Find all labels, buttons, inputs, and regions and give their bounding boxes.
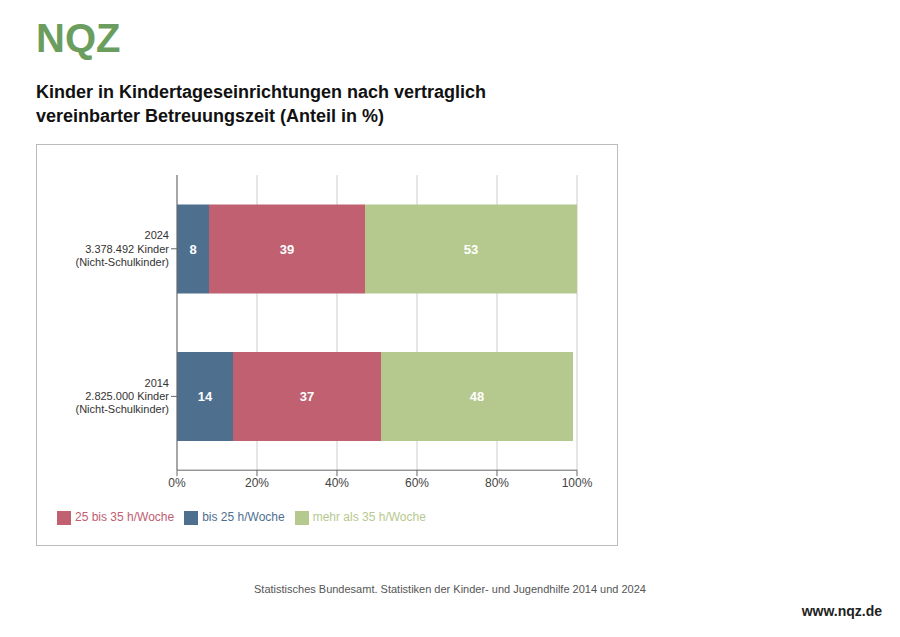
svg-text:48: 48 (470, 389, 484, 404)
svg-text:20%: 20% (245, 476, 269, 490)
svg-text:60%: 60% (405, 476, 429, 490)
html-text:Statistisches Bundesamt. Stati: Statistisches Bundesamt. Statistiken der… (254, 583, 646, 595)
svg-text:39: 39 (280, 242, 294, 257)
svg-text:0%: 0% (168, 476, 186, 490)
svg-text:80%: 80% (485, 476, 509, 490)
svg-text:14: 14 (198, 389, 213, 404)
svg-text:40%: 40% (325, 476, 349, 490)
svg-text:53: 53 (464, 242, 478, 257)
html-text:NQZ: NQZ (36, 16, 121, 60)
svg-text:37: 37 (300, 389, 314, 404)
svg-text:20142.825.000 Kinder(Nicht-Sch: 20142.825.000 Kinder(Nicht-Schulkinder) (75, 377, 169, 415)
svg-text:8: 8 (189, 242, 196, 257)
html-text:Kinder in Kindertageseinrichtu: Kinder in Kindertageseinrichtungen nach … (36, 82, 487, 102)
html-text:bis 25 h/Woche: bis 25 h/Woche (202, 510, 285, 525)
html-text:mehr als 35 h/Woche: mehr als 35 h/Woche (312, 510, 426, 525)
html-text:www.nqz.de: www.nqz.de (801, 603, 882, 619)
html-text:vereinbarter Betreuungszeit (A: vereinbarter Betreuungszeit (Anteil in %… (36, 106, 385, 126)
html-text:25 bis 35 h/Woche: 25 bis 35 h/Woche (75, 510, 175, 525)
svg-text:20243.378.492 Kinder(Nicht-Sch: 20243.378.492 Kinder(Nicht-Schulkinder) (75, 229, 169, 267)
svg-text:100%: 100% (562, 476, 593, 490)
